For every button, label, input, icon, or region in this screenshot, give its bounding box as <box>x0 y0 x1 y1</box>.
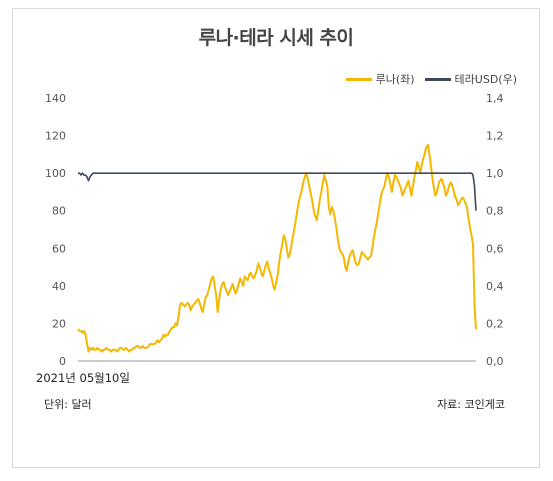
x-axis-start-label: 2021년 05월10일 <box>36 371 130 385</box>
legend-swatch-terra <box>424 77 451 81</box>
chart-frame: 루나·테라 시세 추이 루나(좌) 테라USD(우) <box>12 8 540 468</box>
y-right-tick-label: 1,4 <box>486 92 504 105</box>
source-label: 자료: 코인게코 <box>437 398 505 411</box>
y-left-tick-label: 80 <box>52 205 66 218</box>
y-right-tick-label: 0,2 <box>486 317 504 330</box>
y-right-tick-label: 1,0 <box>486 167 504 180</box>
y-left-tick-label: 20 <box>52 317 66 330</box>
y-right-tick-label: 0,8 <box>486 205 504 218</box>
legend-label-terra: 테라USD(우) <box>454 73 517 86</box>
legend-item-terra: 테라USD(우) <box>424 71 517 87</box>
y-right-tick-label: 0,6 <box>486 242 504 255</box>
unit-label: 단위: 달러 <box>44 398 92 411</box>
y-left-tick-label: 40 <box>52 280 66 293</box>
y-left-tick-label: 0 <box>59 355 66 368</box>
legend-swatch-luna <box>345 77 372 81</box>
y-left-tick-label: 120 <box>45 130 66 143</box>
y-right-tick-label: 0,0 <box>486 355 504 368</box>
y-left-tick-label: 100 <box>45 167 66 180</box>
y-left-tick-label: 60 <box>52 242 66 255</box>
legend-label-luna: 루나(좌) <box>375 73 415 86</box>
chart-title: 루나·테라 시세 추이 <box>198 27 354 49</box>
series-line-luna <box>77 143 477 353</box>
y-left-tick-label: 140 <box>45 92 66 105</box>
legend-item-luna: 루나(좌) <box>345 71 415 87</box>
series-line-terra <box>78 172 477 211</box>
y-right-tick-label: 0,4 <box>486 280 504 293</box>
y-right-tick-label: 1,2 <box>486 130 504 143</box>
chart-legend: 루나(좌) 테라USD(우) <box>345 71 517 87</box>
